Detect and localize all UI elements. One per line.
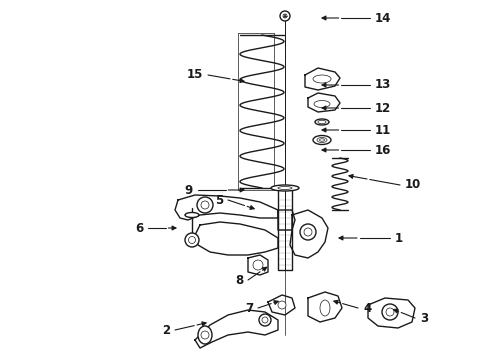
Text: 3: 3 <box>420 311 428 324</box>
Ellipse shape <box>271 185 299 191</box>
Polygon shape <box>308 292 342 322</box>
Text: 12: 12 <box>375 102 391 114</box>
Polygon shape <box>368 298 415 328</box>
Circle shape <box>259 314 271 326</box>
Text: 10: 10 <box>405 179 421 192</box>
Polygon shape <box>195 222 278 255</box>
Polygon shape <box>305 68 340 90</box>
Circle shape <box>304 228 312 236</box>
Text: 15: 15 <box>187 68 203 81</box>
Text: 6: 6 <box>135 221 143 234</box>
Text: 4: 4 <box>363 302 371 315</box>
Circle shape <box>386 308 394 316</box>
Ellipse shape <box>198 326 212 344</box>
Circle shape <box>283 14 287 18</box>
Text: 8: 8 <box>235 274 243 287</box>
Polygon shape <box>278 210 295 230</box>
Text: 16: 16 <box>375 144 392 157</box>
Text: 9: 9 <box>185 184 193 197</box>
Circle shape <box>278 301 286 309</box>
Circle shape <box>382 304 398 320</box>
Polygon shape <box>175 195 278 220</box>
Ellipse shape <box>319 139 324 141</box>
Circle shape <box>253 260 263 270</box>
Text: 14: 14 <box>375 12 392 24</box>
Ellipse shape <box>314 100 330 108</box>
Ellipse shape <box>313 75 331 83</box>
Circle shape <box>197 197 213 213</box>
Text: 5: 5 <box>215 194 223 207</box>
Text: 2: 2 <box>162 324 170 337</box>
Ellipse shape <box>320 300 330 316</box>
Circle shape <box>189 237 196 243</box>
Circle shape <box>185 233 199 247</box>
Circle shape <box>300 224 316 240</box>
Ellipse shape <box>313 135 331 144</box>
Circle shape <box>262 317 268 323</box>
Text: 1: 1 <box>395 231 403 244</box>
Ellipse shape <box>318 120 326 124</box>
Circle shape <box>201 201 209 209</box>
Polygon shape <box>268 295 295 315</box>
Ellipse shape <box>317 138 327 143</box>
Ellipse shape <box>315 119 329 125</box>
Circle shape <box>280 11 290 21</box>
Polygon shape <box>248 255 268 275</box>
Ellipse shape <box>278 186 292 189</box>
Polygon shape <box>308 93 340 112</box>
Polygon shape <box>290 210 328 258</box>
Text: 7: 7 <box>245 302 253 315</box>
Text: 13: 13 <box>375 78 391 91</box>
Polygon shape <box>195 310 278 348</box>
Ellipse shape <box>185 212 199 217</box>
Circle shape <box>201 331 209 339</box>
Text: 11: 11 <box>375 123 391 136</box>
